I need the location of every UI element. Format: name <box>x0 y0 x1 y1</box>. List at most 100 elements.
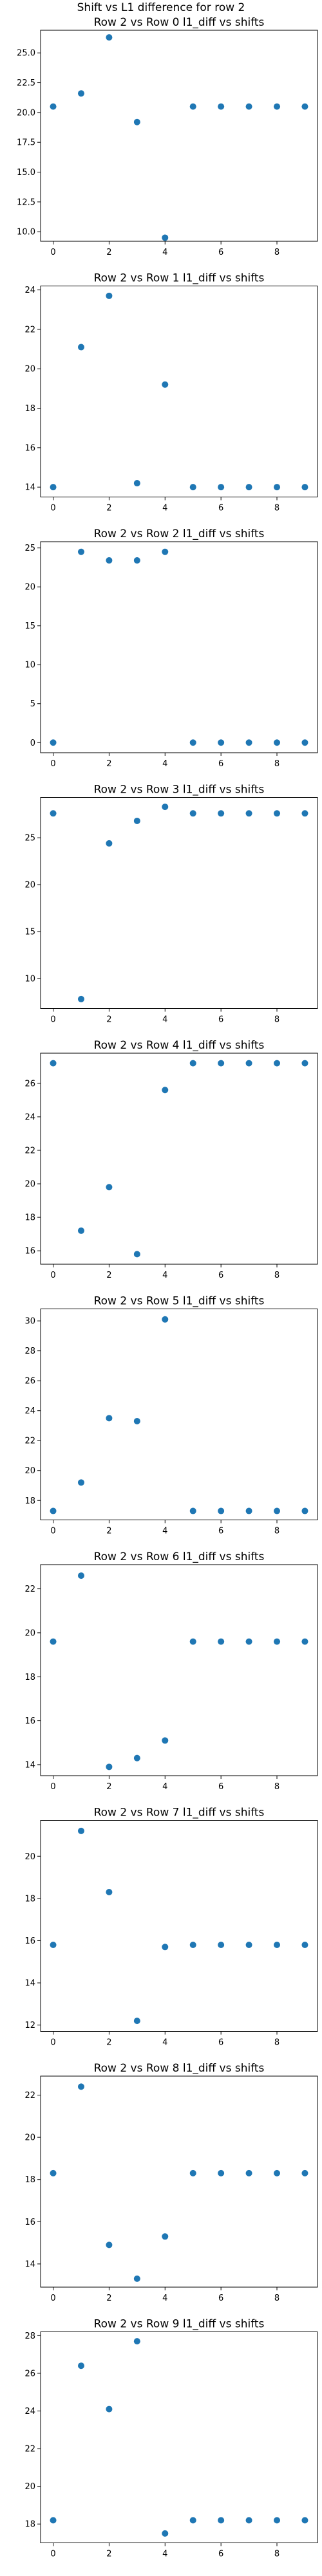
y-tick-label: 14 <box>24 483 35 493</box>
data-point <box>106 1889 113 1896</box>
subplot-title: Row 2 vs Row 8 l1_diff vs shifts <box>94 2062 265 2075</box>
data-point <box>133 1251 140 1258</box>
data-point <box>245 2169 252 2176</box>
y-tick-label: 12 <box>24 2021 35 2030</box>
data-point <box>274 103 281 110</box>
plot-frame <box>40 541 318 753</box>
x-tick-label: 2 <box>106 504 111 513</box>
data-point <box>162 381 169 388</box>
x-tick-label: 4 <box>162 759 167 769</box>
x-tick-label: 0 <box>50 2038 55 2048</box>
subplot-title: Row 2 vs Row 2 l1_diff vs shifts <box>94 528 265 540</box>
data-point <box>218 1638 225 1645</box>
x-tick-label: 8 <box>274 2294 279 2303</box>
data-point <box>301 1507 308 1514</box>
data-point <box>274 1507 281 1514</box>
x-tick-label: 2 <box>106 1271 111 1280</box>
y-tick-label: 20 <box>24 1852 35 1862</box>
y-tick-label: 16 <box>24 1937 35 1946</box>
y-tick-label: 24 <box>24 2407 35 2416</box>
y-tick-label: 15 <box>24 927 35 937</box>
data-point <box>77 2083 84 2090</box>
x-tick-label: 6 <box>218 2038 223 2048</box>
x-tick-label: 6 <box>218 759 223 769</box>
data-point <box>106 292 113 299</box>
data-point <box>162 1944 169 1951</box>
x-tick-label: 6 <box>218 1527 223 1536</box>
y-tick-label: 30 <box>24 1317 35 1327</box>
x-tick-label: 2 <box>106 2550 111 2559</box>
plot-frame <box>40 2075 318 2288</box>
data-point <box>189 1507 196 1514</box>
data-point <box>77 90 84 97</box>
x-tick-label: 2 <box>106 1527 111 1536</box>
data-point <box>162 548 169 555</box>
data-point <box>301 484 308 491</box>
x-tick-label: 2 <box>106 1782 111 1792</box>
data-point <box>162 2233 169 2240</box>
data-point <box>245 1060 252 1067</box>
y-tick-label: 24 <box>24 1406 35 1416</box>
data-point <box>50 1638 57 1645</box>
y-tick-label: 17.5 <box>17 138 35 148</box>
x-tick-label: 2 <box>106 248 111 257</box>
y-tick-label: 20 <box>24 2133 35 2143</box>
plot-frame <box>40 1053 318 1265</box>
y-tick-label: 20 <box>24 1180 35 1190</box>
y-tick-label: 10 <box>24 974 35 984</box>
y-tick-label: 18 <box>24 1894 35 1904</box>
y-tick-label: 12.5 <box>17 198 35 207</box>
data-point <box>77 2362 84 2369</box>
x-tick-label: 8 <box>274 1782 279 1792</box>
y-tick-label: 10 <box>24 661 35 670</box>
x-tick-label: 8 <box>274 1527 279 1536</box>
data-point <box>162 804 169 811</box>
plot-frame <box>40 2332 318 2543</box>
data-point <box>218 2517 225 2524</box>
x-tick-label: 0 <box>50 1271 55 1280</box>
y-tick-label: 18 <box>24 404 35 414</box>
data-point <box>106 1763 113 1771</box>
data-point <box>245 1638 252 1645</box>
y-tick-label: 20 <box>24 583 35 593</box>
x-tick-label: 8 <box>274 1015 279 1025</box>
data-point <box>50 739 57 746</box>
x-tick-label: 8 <box>274 1271 279 1280</box>
data-point <box>50 484 57 491</box>
subplot-3: Row 2 vs Row 3 l1_diff vs shifts 0 2 4 6 8 10 1… <box>24 784 318 1025</box>
data-point <box>218 810 225 817</box>
y-tick-label: 10.0 <box>17 228 35 237</box>
plot-frame <box>40 797 318 1009</box>
data-point <box>162 1737 169 1744</box>
x-tick-label: 8 <box>274 2038 279 2048</box>
x-tick-label: 2 <box>106 759 111 769</box>
y-tick-label: 14 <box>24 2259 35 2269</box>
x-tick-label: 0 <box>50 1015 55 1025</box>
x-tick-label: 6 <box>218 1271 223 1280</box>
subplot-title: Row 2 vs Row 6 l1_diff vs shifts <box>94 1550 265 1563</box>
subplot-7: Row 2 vs Row 7 l1_diff vs shifts 0 2 4 6 8 12 1… <box>24 1807 318 2048</box>
y-tick-label: 22 <box>24 2445 35 2454</box>
data-point <box>274 2517 281 2524</box>
y-tick-label: 24 <box>24 1112 35 1122</box>
y-tick-label: 26 <box>24 2369 35 2378</box>
y-tick-label: 5 <box>30 699 35 709</box>
x-tick-label: 4 <box>162 2550 167 2559</box>
data-point <box>189 810 196 817</box>
y-tick-label: 26 <box>24 1377 35 1386</box>
plot-frame <box>40 30 318 242</box>
data-point <box>218 484 225 491</box>
x-tick-label: 4 <box>162 1782 167 1792</box>
x-tick-label: 0 <box>50 248 55 257</box>
y-tick-label: 25.0 <box>17 49 35 59</box>
data-point <box>245 1507 252 1514</box>
data-point <box>77 1572 84 1579</box>
data-point <box>50 2517 57 2524</box>
y-tick-label: 16 <box>24 1247 35 1256</box>
data-point <box>274 2169 281 2176</box>
y-tick-label: 22 <box>24 1585 35 1594</box>
plot-frame <box>40 1820 318 2032</box>
y-tick-label: 15 <box>24 621 35 631</box>
x-tick-label: 0 <box>50 504 55 513</box>
